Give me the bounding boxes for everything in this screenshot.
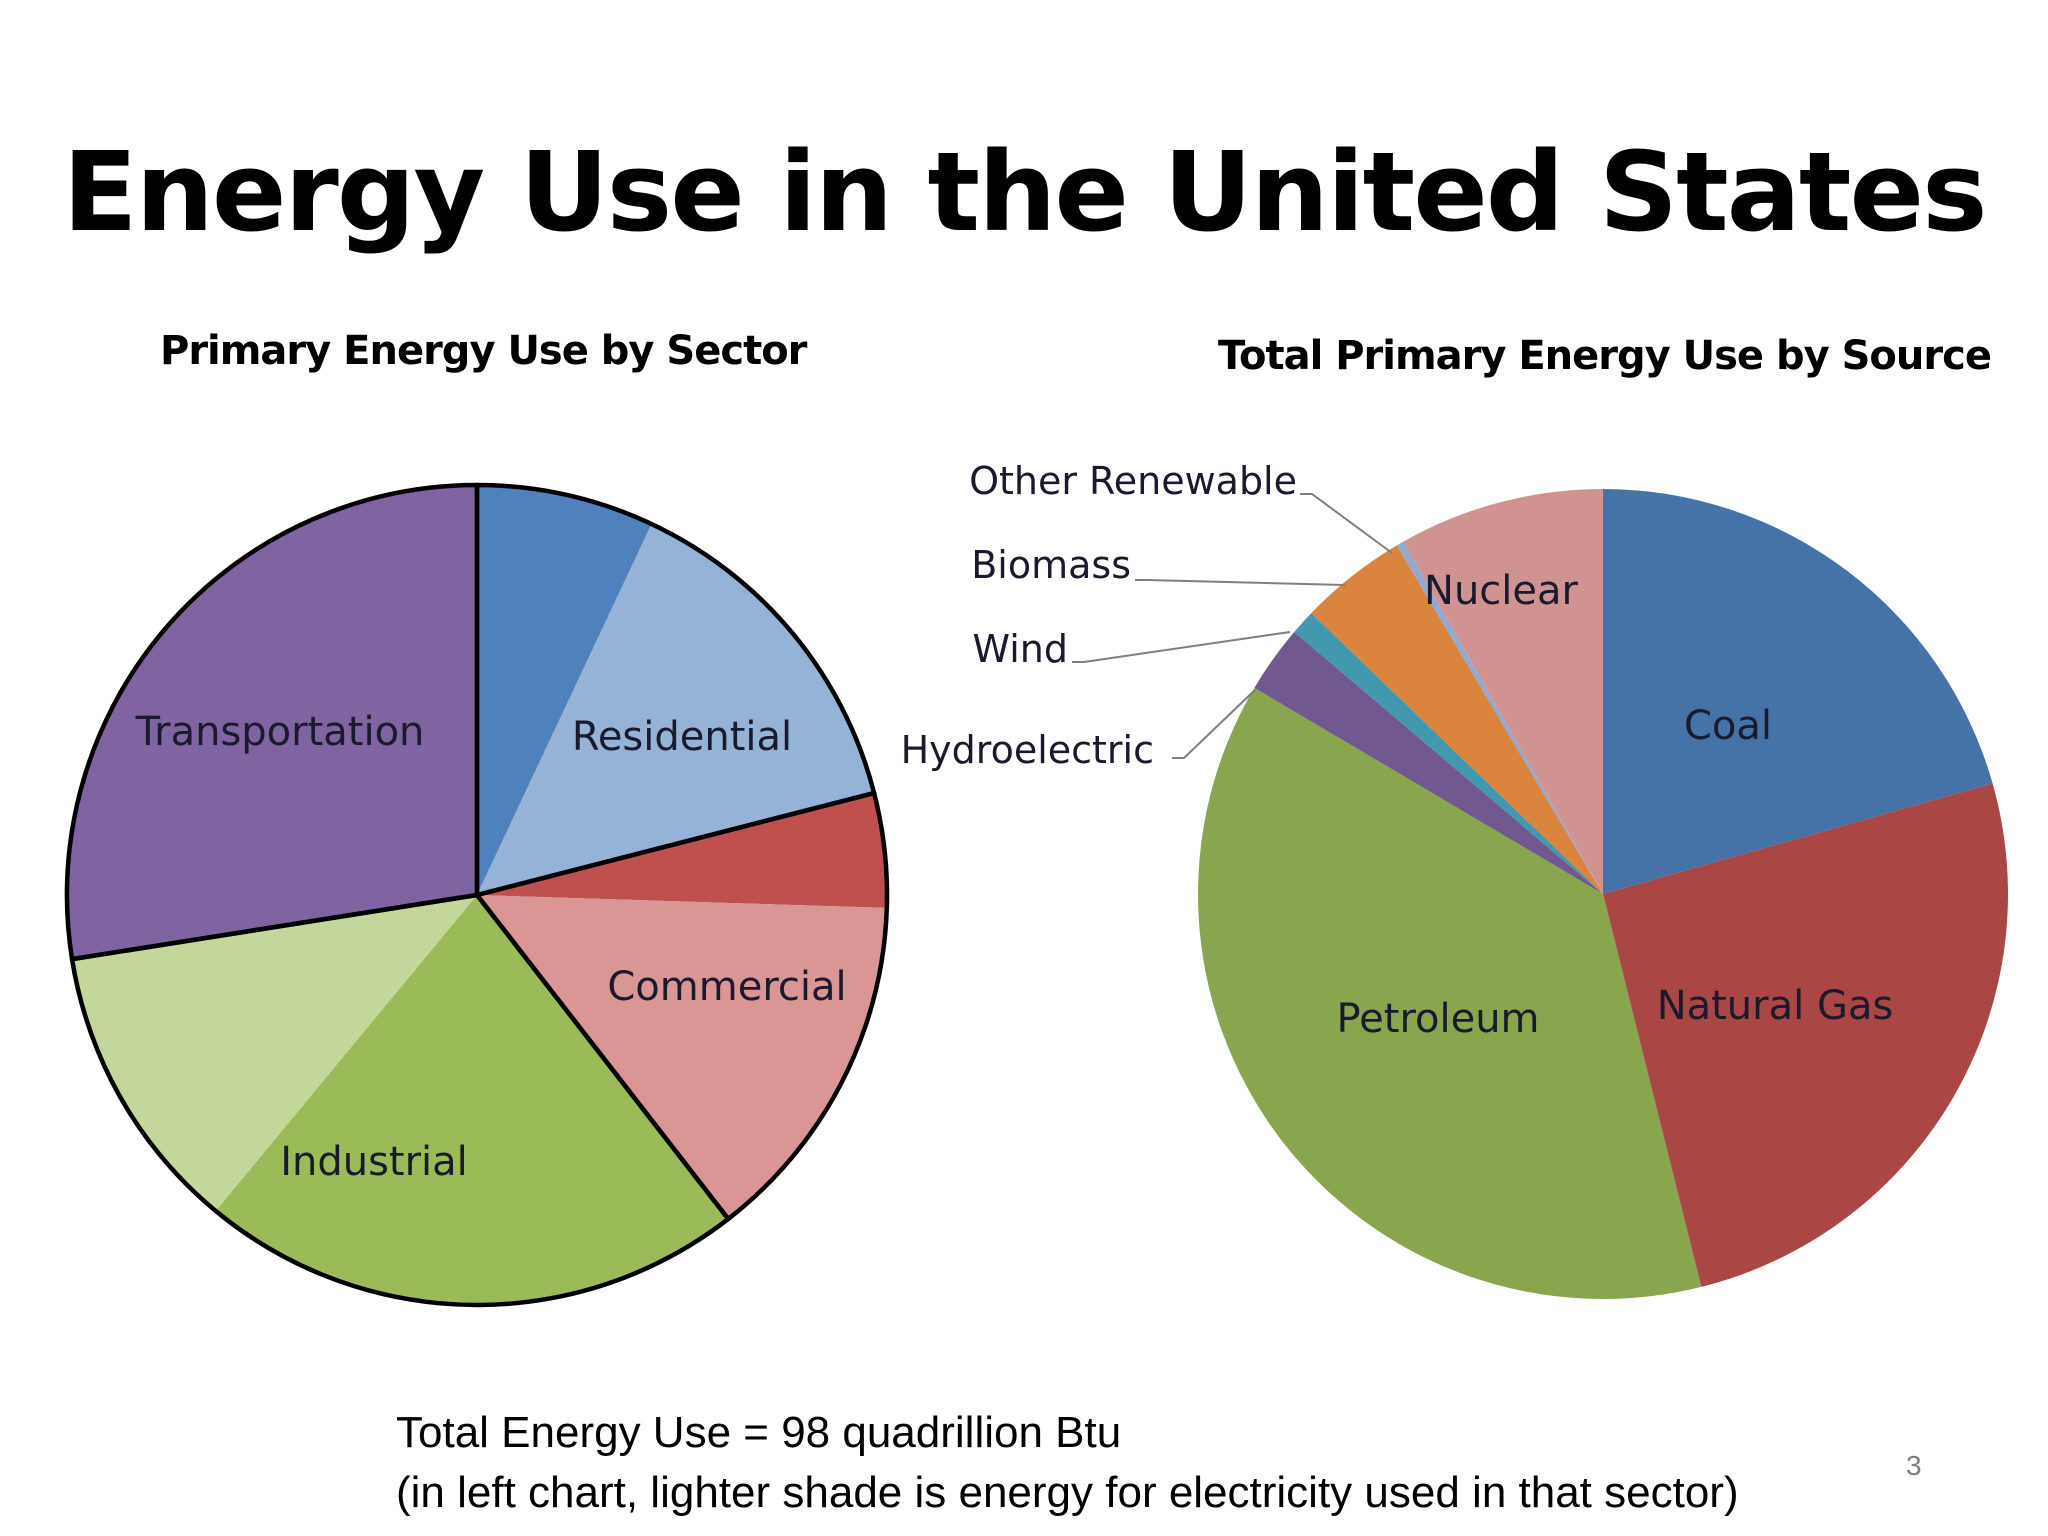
sector-outline-1: [474, 790, 890, 1222]
slice-transportation: [67, 485, 478, 960]
label-biomass: Biomass: [971, 543, 1131, 587]
slice-biomass: [1311, 545, 1603, 894]
slice-residential: [477, 484, 652, 895]
slice-petroleum: [1198, 687, 1702, 1299]
label-nuclear: Nuclear: [1424, 568, 1579, 614]
leader-other-renewable: [1300, 493, 1393, 554]
slice-industrial-electricity: [72, 895, 478, 1211]
sector-outline-2: [69, 892, 731, 1308]
sector-outline-0: [474, 482, 877, 898]
source-chart-title: Total Primary Energy Use by Source: [1218, 333, 1992, 379]
slice-natural-gas: [1603, 783, 2008, 1287]
label-natural-gas: Natural Gas: [1657, 983, 1894, 1029]
slice-commercial: [477, 793, 888, 908]
slice-industrial: [215, 895, 729, 1305]
label-coal: Coal: [1684, 703, 1772, 749]
footnote-total: Total Energy Use = 98 quadrillion Btu: [396, 1408, 1122, 1457]
slice-coal: [1603, 489, 1993, 894]
slide-title: Energy Use in the United States: [62, 128, 1987, 256]
slice-commercial-electricity: [477, 895, 887, 1219]
label-industrial: Industrial: [280, 1139, 468, 1185]
slice-other-renewable: [1396, 541, 1603, 894]
label-wind: Wind: [972, 627, 1068, 671]
label-residential-electricity: Residential: [572, 714, 792, 760]
footnote-note: (in left chart, lighter shade is energy …: [396, 1468, 1739, 1517]
label-other-renewable: Other Renewable: [969, 459, 1297, 503]
leader-hydroelectric: [1172, 689, 1256, 759]
sector-outline-3: [64, 482, 480, 962]
label-commercial-electricity: Commercial: [607, 964, 846, 1010]
slice-residential-electricity: [477, 524, 875, 895]
slice-hydroelectric: [1254, 631, 1603, 894]
slice-wind: [1294, 613, 1603, 894]
source-pie-chart: Coal Natural Gas Petroleum Nuclear Hydroelec…: [901, 459, 2008, 1299]
slice-nuclear: [1403, 489, 1603, 894]
sector-chart-title: Primary Energy Use by Sector: [160, 328, 807, 374]
label-hydroelectric: Hydroelectric: [901, 728, 1154, 772]
label-petroleum: Petroleum: [1336, 996, 1539, 1042]
leader-wind: [1072, 631, 1291, 663]
leader-biomass: [1135, 579, 1346, 586]
label-transportation: Transportation: [135, 709, 425, 755]
sector-pie-chart: Residential Commercial Industrial Transport…: [64, 482, 890, 1308]
page-number: 3: [1906, 1450, 1922, 1481]
